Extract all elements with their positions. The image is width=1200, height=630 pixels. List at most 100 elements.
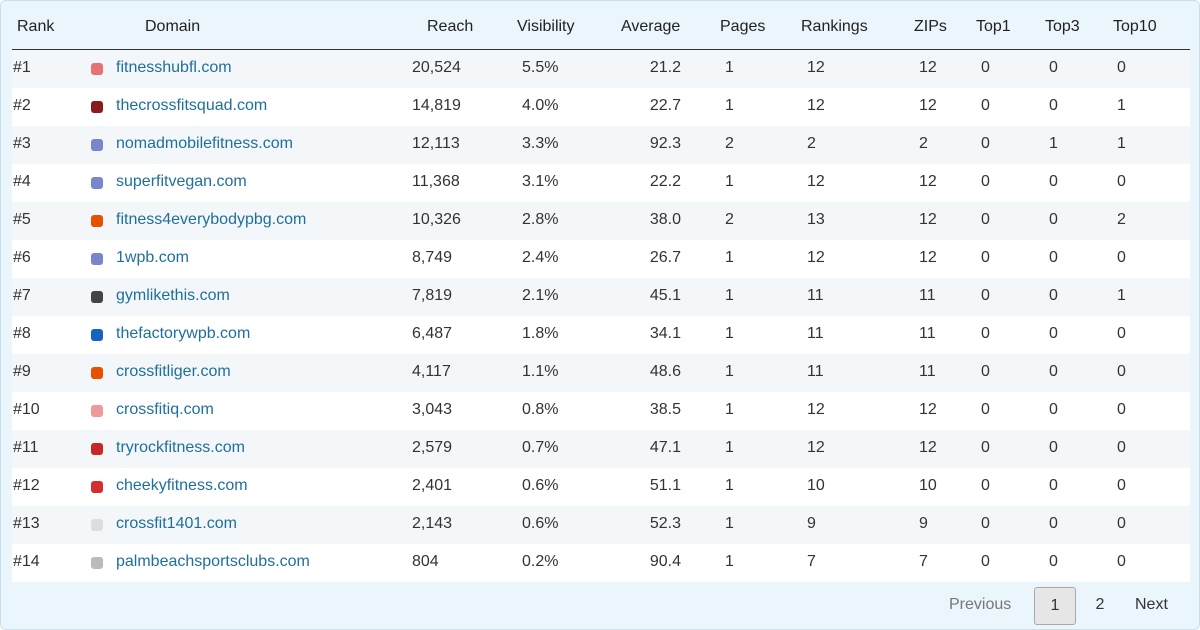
top3-cell: 0: [1049, 59, 1058, 76]
pages-cell: 1: [725, 173, 734, 190]
rankings-cell: 12: [807, 59, 825, 76]
domain-link[interactable]: thefactorywpb.com: [116, 325, 251, 342]
favicon: [91, 215, 103, 227]
table-row: [12, 506, 1190, 544]
reach-cell: 20,524: [412, 59, 461, 76]
column-header[interactable]: Rankings: [801, 18, 868, 35]
domain-link[interactable]: tryrockfitness.com: [116, 439, 245, 456]
domain-link[interactable]: fitnesshubfl.com: [116, 59, 232, 76]
top1-cell: 0: [981, 553, 990, 570]
top10-cell: 0: [1117, 59, 1126, 76]
zips-cell: 12: [919, 97, 937, 114]
column-header[interactable]: Top1: [976, 18, 1011, 35]
favicon: [91, 519, 103, 531]
domain-link[interactable]: thecrossfitsquad.com: [116, 97, 268, 114]
pages-cell: 1: [725, 249, 734, 266]
table-row: [12, 392, 1190, 430]
rank-cell: #6: [13, 249, 31, 266]
zips-cell: 12: [919, 439, 937, 456]
top1-cell: 0: [981, 439, 990, 456]
visibility-cell: 0.6%: [522, 477, 559, 494]
average-cell: 26.7: [649, 249, 681, 266]
rank-cell: #8: [13, 325, 31, 342]
column-header[interactable]: Reach: [427, 18, 474, 35]
visibility-cell: 0.7%: [522, 439, 559, 456]
visibility-cell: 2.4%: [522, 249, 559, 266]
domain-link[interactable]: crossfit1401.com: [116, 515, 237, 532]
domain-link[interactable]: gymlikethis.com: [116, 287, 230, 304]
zips-cell: 12: [919, 249, 937, 266]
visibility-cell: 1.1%: [522, 363, 559, 380]
average-cell: 34.1: [649, 325, 681, 342]
average-cell: 38.0: [649, 211, 681, 228]
column-header[interactable]: Rank: [17, 18, 55, 35]
favicon: [91, 177, 103, 189]
column-header[interactable]: Pages: [720, 18, 766, 35]
column-header[interactable]: Average: [621, 18, 681, 35]
column-header[interactable]: Top10: [1113, 18, 1157, 35]
visibility-cell: 5.5%: [522, 59, 559, 76]
pages-cell: 1: [725, 59, 734, 76]
top3-cell: 0: [1049, 439, 1058, 456]
pages-cell: 1: [725, 515, 734, 532]
rankings-cell: 10: [807, 477, 825, 494]
average-cell: 52.3: [649, 515, 681, 532]
zips-cell: 12: [919, 401, 937, 418]
domain-link[interactable]: nomadmobilefitness.com: [116, 135, 293, 152]
top3-cell: 0: [1049, 515, 1058, 532]
column-header[interactable]: Domain: [145, 18, 201, 35]
rank-cell: #13: [13, 515, 40, 532]
top10-cell: 0: [1117, 173, 1126, 190]
domain-link[interactable]: palmbeachsportsclubs.com: [116, 553, 310, 570]
table-row: [12, 126, 1190, 164]
rank-cell: #5: [13, 211, 31, 228]
favicon: [91, 101, 103, 113]
rankings-cell: 13: [807, 211, 825, 228]
visibility-cell: 2.8%: [522, 211, 559, 228]
top10-cell: 1: [1117, 135, 1126, 152]
rank-cell: #14: [13, 553, 40, 570]
reach-cell: 2,401: [412, 477, 453, 494]
domain-link[interactable]: crossfitliger.com: [116, 363, 231, 380]
table-row: [12, 202, 1190, 240]
next-button[interactable]: Next: [1135, 596, 1168, 613]
page-button[interactable]: 2: [1095, 596, 1105, 613]
domain-link[interactable]: fitness4everybodypbg.com: [116, 211, 307, 228]
zips-cell: 12: [919, 211, 937, 228]
pages-cell: 1: [725, 325, 734, 342]
reach-cell: 11,368: [412, 173, 460, 190]
column-header[interactable]: Top3: [1045, 18, 1080, 35]
top10-cell: 0: [1117, 477, 1126, 494]
favicon: [91, 253, 103, 265]
top1-cell: 0: [981, 515, 990, 532]
top1-cell: 0: [981, 477, 990, 494]
average-cell: 90.4: [649, 553, 681, 570]
visibility-cell: 2.1%: [522, 287, 559, 304]
top1-cell: 0: [981, 287, 990, 304]
domain-link[interactable]: 1wpb.com: [116, 249, 189, 266]
top3-cell: 0: [1049, 401, 1058, 418]
zips-cell: 7: [919, 553, 928, 570]
table-row: [12, 278, 1190, 316]
top3-cell: 0: [1049, 477, 1058, 494]
favicon: [91, 367, 103, 379]
rank-cell: #2: [13, 97, 31, 114]
favicon: [91, 481, 103, 493]
rankings-cell: 11: [807, 287, 824, 304]
domain-link[interactable]: crossfitiq.com: [116, 401, 214, 418]
top3-cell: 0: [1049, 325, 1058, 342]
reach-cell: 3,043: [412, 401, 453, 418]
reach-cell: 14,819: [412, 97, 461, 114]
table-row: [12, 468, 1190, 506]
column-header[interactable]: ZIPs: [914, 18, 947, 35]
zips-cell: 10: [919, 477, 937, 494]
column-header[interactable]: Visibility: [517, 18, 575, 35]
page-button[interactable]: 1: [1034, 587, 1076, 625]
visibility-cell: 3.3%: [522, 135, 559, 152]
rankings-cell: 12: [807, 173, 825, 190]
top1-cell: 0: [981, 59, 990, 76]
domain-link[interactable]: cheekyfitness.com: [116, 477, 248, 494]
domain-link[interactable]: superfitvegan.com: [116, 173, 247, 190]
reach-cell: 804: [412, 553, 439, 570]
previous-button[interactable]: Previous: [949, 596, 1012, 613]
